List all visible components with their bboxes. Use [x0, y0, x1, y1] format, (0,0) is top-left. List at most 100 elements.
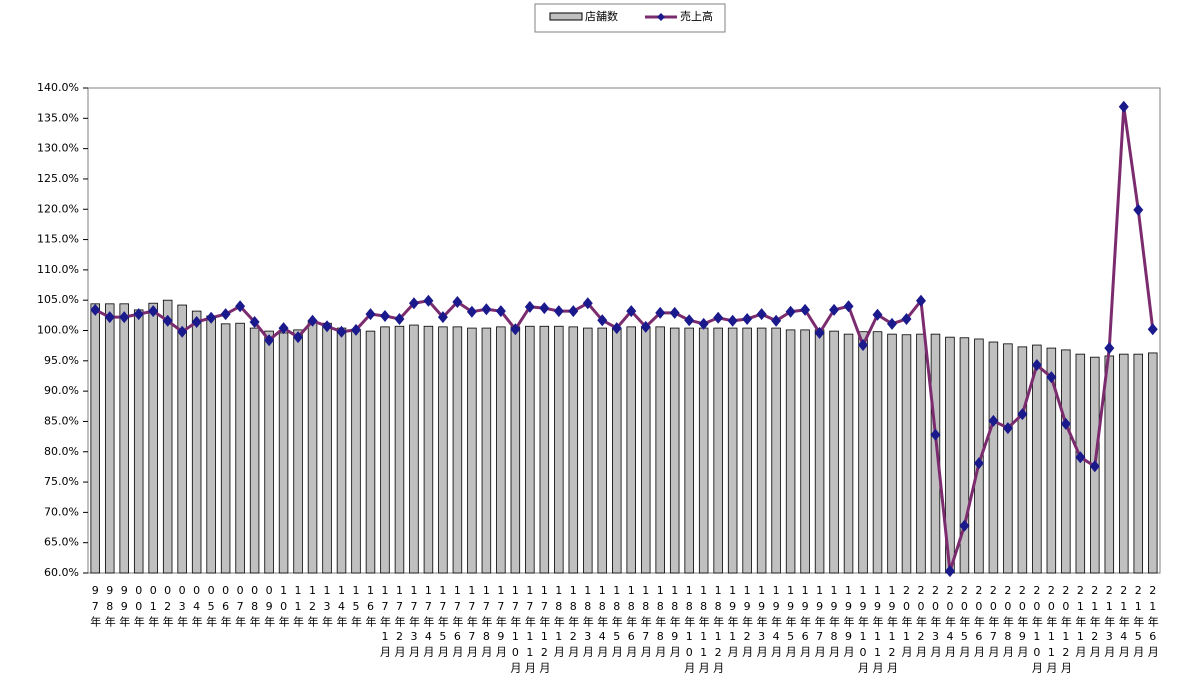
- x-tick-label: 19年12月: [886, 584, 899, 674]
- x-tick-label: 17年9月: [494, 584, 507, 660]
- marker: [814, 326, 825, 339]
- x-tick-label: 17年5月: [436, 584, 449, 660]
- x-tick-label: 16年: [364, 584, 377, 630]
- bar: [191, 310, 202, 574]
- marker: [148, 305, 159, 318]
- x-tick-label: 21年6月: [1146, 584, 1159, 660]
- marker: [1060, 417, 1071, 430]
- marker: [1002, 422, 1013, 435]
- x-tick-label: 17年1月: [378, 584, 391, 660]
- bar: [669, 327, 680, 574]
- marker: [582, 297, 593, 310]
- x-tick-label: 19年9月: [842, 584, 855, 660]
- marker: [379, 309, 390, 322]
- y-tick-label: 85.0%: [44, 414, 79, 427]
- bar: [206, 315, 216, 574]
- bar: [988, 341, 999, 574]
- bar: [90, 303, 100, 574]
- marker: [452, 296, 463, 309]
- x-tick-label: 10年: [277, 584, 290, 630]
- bar: [467, 327, 477, 574]
- plot-area: [87, 87, 1161, 574]
- x-tick-label: 19年11月: [871, 584, 884, 674]
- marker: [293, 331, 304, 344]
- marker: [1075, 451, 1086, 464]
- marker: [915, 294, 926, 307]
- marker: [756, 308, 767, 321]
- bar: [336, 327, 347, 574]
- x-tick-label: 01年: [147, 584, 160, 630]
- marker: [771, 314, 782, 327]
- marker: [351, 323, 361, 336]
- bar: [916, 333, 926, 574]
- bar: [1046, 347, 1057, 574]
- x-tick-label: 17年11月: [523, 584, 536, 674]
- marker: [872, 308, 883, 321]
- x-tick-label: 18年5月: [610, 584, 623, 660]
- bar: [698, 327, 709, 574]
- bar: [785, 329, 796, 574]
- bar: [148, 302, 158, 574]
- marker: [466, 305, 477, 318]
- bar: [843, 333, 854, 574]
- bar: [438, 326, 448, 574]
- x-tick-label: 18年2月: [567, 584, 580, 660]
- bar: [365, 330, 376, 574]
- bar: [293, 329, 303, 574]
- bar: [220, 323, 231, 574]
- x-tick-label: 18年10月: [683, 584, 696, 674]
- x-tick-label: 21年4月: [1117, 584, 1130, 660]
- marker: [307, 314, 318, 327]
- y-tick-label: 110.0%: [37, 263, 79, 276]
- x-tick-label: 19年4月: [770, 584, 783, 660]
- x-tick-label: 20年12月: [1059, 584, 1072, 674]
- x-tick-label: 20年2月: [914, 584, 927, 660]
- bar: [800, 329, 810, 574]
- bar: [583, 327, 593, 574]
- marker: [278, 322, 289, 335]
- marker: [640, 320, 651, 333]
- marker: [829, 303, 840, 316]
- marker: [235, 300, 246, 313]
- x-tick-label: 19年2月: [741, 584, 754, 660]
- y-tick-label: 90.0%: [44, 384, 79, 397]
- x-tick-label: 98年: [103, 584, 116, 630]
- y-tick-label: 140.0%: [37, 81, 79, 94]
- legend-label: 店舗数: [585, 9, 618, 23]
- y-tick-label: 70.0%: [44, 505, 79, 518]
- bar: [1075, 353, 1086, 574]
- bar: [887, 333, 897, 574]
- x-tick-label: 17年4月: [422, 584, 435, 660]
- bar: [756, 327, 767, 574]
- bar: [322, 322, 332, 574]
- bar: [278, 332, 289, 574]
- x-tick-label: 20年8月: [1001, 584, 1014, 660]
- x-tick-label: 18年11月: [697, 584, 710, 674]
- x-tick-label: 17年3月: [407, 584, 420, 660]
- marker: [524, 300, 535, 313]
- marker: [930, 428, 941, 441]
- marker: [858, 339, 869, 352]
- bar: [1032, 344, 1042, 574]
- marker: [1046, 371, 1057, 384]
- bar: [452, 326, 463, 574]
- marker: [1017, 408, 1028, 421]
- y-tick-label: 75.0%: [44, 475, 79, 488]
- marker: [423, 294, 434, 307]
- x-tick-label: 19年3月: [755, 584, 768, 660]
- y-tick-label: 100.0%: [37, 324, 79, 337]
- bar: [307, 320, 318, 574]
- marker: [437, 311, 448, 324]
- bar: [510, 326, 521, 574]
- bar: [771, 327, 781, 574]
- x-tick-label: 20年3月: [929, 584, 942, 660]
- marker: [713, 311, 724, 324]
- marker: [727, 314, 738, 327]
- bar: [959, 337, 970, 574]
- marker: [785, 305, 796, 318]
- x-tick-label: 17年7月: [465, 584, 478, 660]
- bar: [554, 325, 564, 574]
- x-tick-label: 06年: [219, 584, 232, 630]
- bar: [1133, 353, 1144, 574]
- marker: [944, 565, 955, 578]
